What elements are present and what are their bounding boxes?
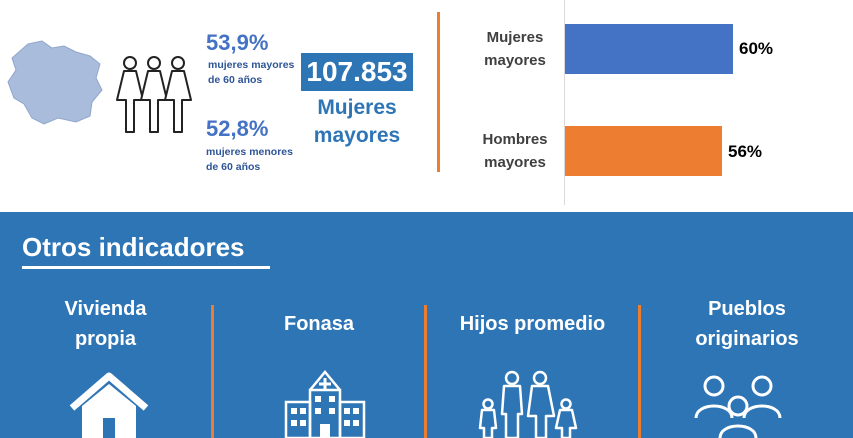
younger-women-percentage: 52,8% bbox=[206, 116, 269, 141]
section-divider bbox=[437, 12, 440, 172]
value-label-mujeres: 60% bbox=[739, 39, 774, 58]
house-icon bbox=[69, 372, 149, 438]
younger-women-description: mujeres menores de 60 años bbox=[206, 146, 293, 173]
indicator-divider bbox=[424, 305, 427, 438]
older-women-percentage: 53,9% bbox=[206, 30, 269, 55]
category-label-mujeres: Mujeres mayores bbox=[484, 29, 546, 69]
total-older-women-value: 107.853 bbox=[301, 53, 413, 91]
indicator-vivienda-label: Vivienda propia bbox=[64, 298, 147, 350]
total-older-women-label: Mujeres mayores bbox=[313, 96, 401, 147]
indicator-hijos-label: Hijos promedio bbox=[459, 313, 606, 335]
indicators-title-underline bbox=[22, 266, 270, 269]
category-label-hombres: Hombres mayores bbox=[482, 131, 548, 171]
indicators-title: Otros indicadores bbox=[22, 232, 245, 262]
older-women-description: mujeres mayores de 60 años bbox=[208, 59, 295, 86]
bar-hombres-mayores bbox=[565, 126, 722, 176]
bar-mujeres-mayores bbox=[565, 24, 733, 74]
indicator-pueblos-label: Pueblos originarios bbox=[695, 298, 799, 350]
family-icon bbox=[478, 370, 578, 438]
indicator-fonasa-label: Fonasa bbox=[283, 313, 355, 335]
people-group-icon bbox=[694, 375, 782, 438]
indicators-panel: Otros indicadores Vivienda propia Fonasa bbox=[0, 212, 853, 438]
summary-panel: 53,9% mujeres mayores de 60 años 52,8% m… bbox=[0, 0, 853, 212]
indicator-divider bbox=[638, 305, 641, 438]
value-label-hombres: 56% bbox=[728, 142, 763, 161]
bar-chart: Mujeres mayores Hombres mayores 60% 56% bbox=[440, 0, 853, 212]
region-map-icon bbox=[7, 40, 103, 125]
women-group-icon bbox=[116, 56, 192, 133]
indicator-divider bbox=[211, 305, 214, 438]
hospital-icon bbox=[284, 370, 366, 438]
chart-axis-line bbox=[564, 0, 565, 205]
